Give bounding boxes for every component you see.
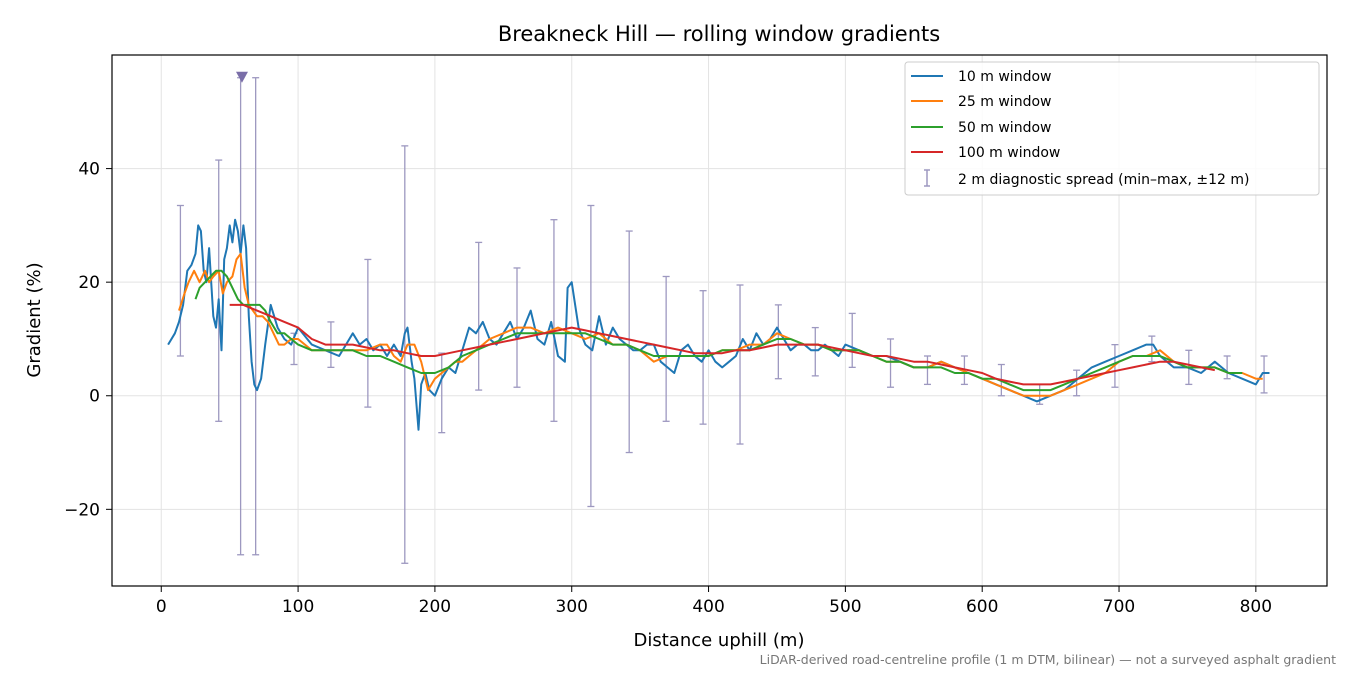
clipped-outlier-marker [235,71,248,83]
errorbar [587,204,595,508]
errorbar [401,145,409,564]
legend: 10 m window 25 m window 50 m window 100 … [904,61,1320,196]
y-axis-label: Gradient (%) [24,262,45,377]
errorbar [887,338,895,388]
x-tick-label: 100 [282,597,314,617]
errorbar [176,204,184,357]
errorbar [215,159,223,422]
y-tick-label: −20 [64,500,100,520]
x-tick-label: 0 [156,597,167,617]
x-tick-label: 800 [1240,597,1272,617]
errorbar [252,77,260,556]
chart-title: Breakneck Hill — rolling window gradient… [498,22,940,46]
errorbar [699,290,707,425]
errorbar [550,219,558,422]
series-line-3 [229,303,1216,386]
x-tick-label: 200 [419,597,451,617]
plot-frame [111,54,1328,587]
legend-label-errorbar: 2 m diagnostic spread (min–max, ±12 m) [958,172,1249,188]
errorbar [736,284,744,445]
legend-box [904,61,1320,196]
footnote: LiDAR-derived road-centreline profile (1… [760,652,1336,667]
y-tick-label: 0 [89,387,100,407]
x-tick-label: 500 [829,597,861,617]
series-lines [167,218,1270,431]
y-axis-ticks: −20 0 20 40 [64,160,112,520]
legend-label-100m: 100 m window [958,145,1060,161]
series-line-2 [194,269,1243,392]
x-axis-label: Distance uphill (m) [634,630,805,651]
legend-label-50m: 50 m window [958,120,1051,136]
diagnostic-spread-errorbars [176,77,1268,564]
errorbar [364,258,372,408]
errorbar [848,312,856,369]
y-tick-label: 40 [78,160,100,180]
outlier-triangle [235,71,248,83]
legend-label-25m: 25 m window [958,94,1051,110]
x-tick-label: 400 [692,597,724,617]
errorbar [1260,355,1268,394]
y-tick-label: 20 [78,273,100,293]
errorbar [475,241,483,391]
x-tick-label: 700 [1103,597,1135,617]
errorbar [774,304,782,380]
errorbar [625,230,633,454]
x-tick-label: 300 [556,597,588,617]
errorbar [1223,355,1231,380]
x-tick-label: 600 [966,597,998,617]
errorbar [811,326,819,377]
x-axis-ticks: 0 100 200 300 400 500 600 700 800 [156,586,1272,617]
errorbar [662,275,670,422]
errorbar [1148,335,1156,363]
legend-swatch-errorbar [924,169,930,187]
errorbar [1073,369,1081,397]
legend-label-10m: 10 m window [958,69,1051,85]
